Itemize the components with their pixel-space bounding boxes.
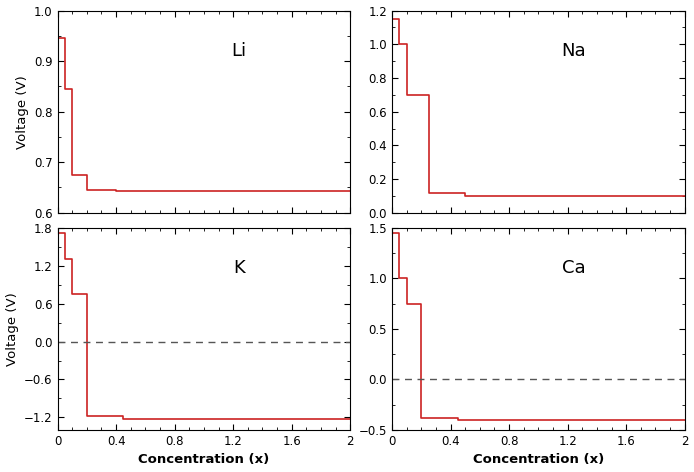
X-axis label: Concentration (x): Concentration (x) (138, 454, 269, 466)
Text: K: K (233, 259, 245, 277)
Y-axis label: Voltage (V): Voltage (V) (15, 75, 28, 149)
Text: Ca: Ca (561, 259, 585, 277)
Y-axis label: Voltage (V): Voltage (V) (6, 292, 19, 366)
Text: Na: Na (561, 42, 586, 60)
X-axis label: Concentration (x): Concentration (x) (473, 454, 604, 466)
Text: Li: Li (232, 42, 246, 60)
